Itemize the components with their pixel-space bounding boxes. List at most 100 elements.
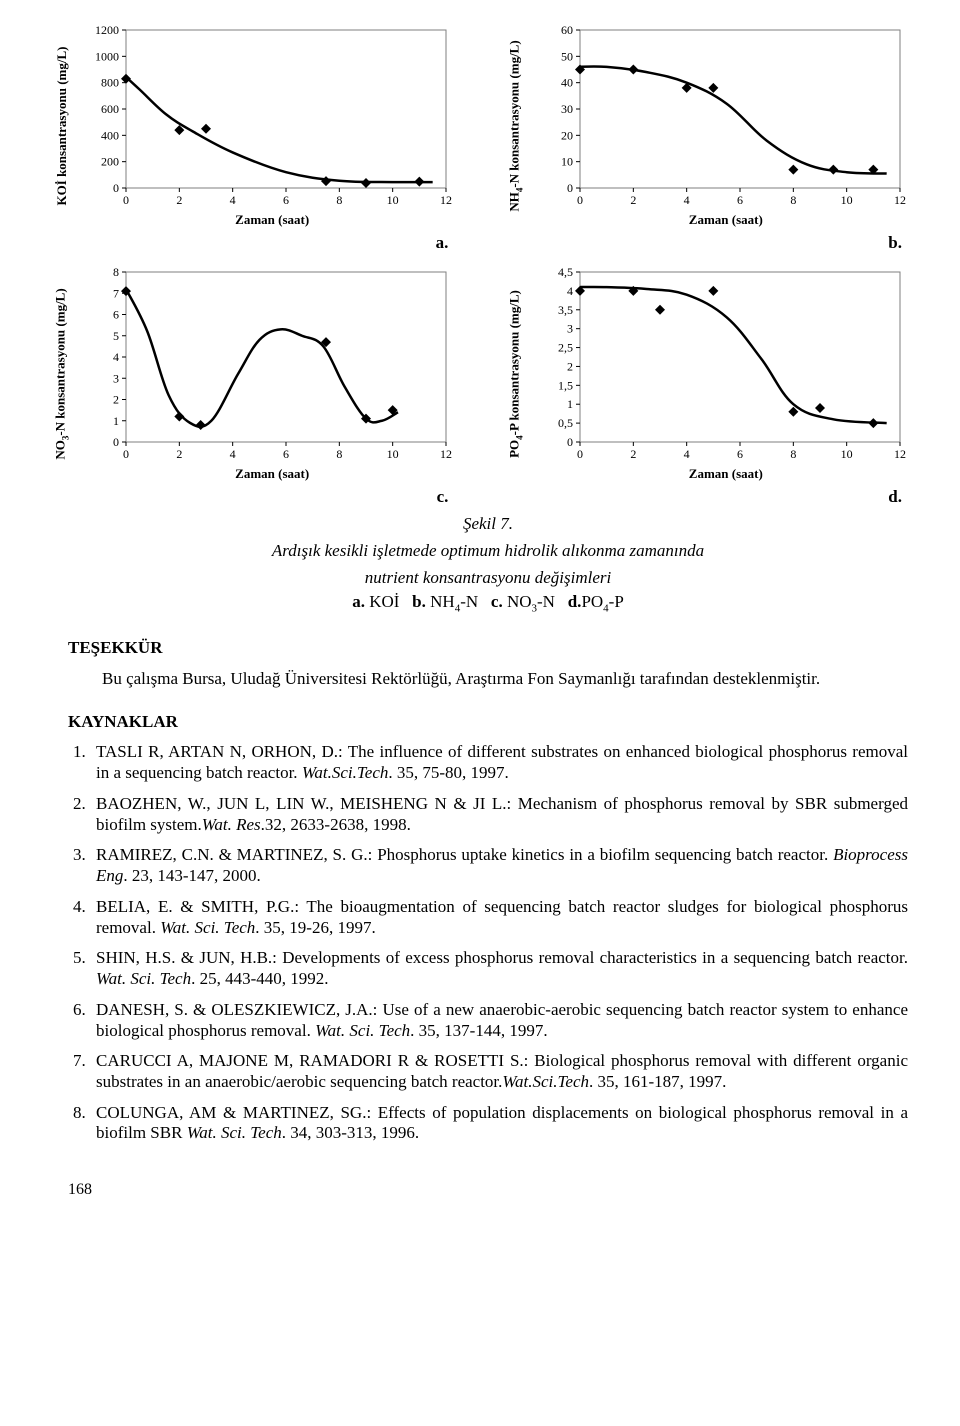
- charts-row-bottom: NO3-N konsantrasyonu (mg/L) 012345678024…: [68, 266, 908, 481]
- svg-text:6: 6: [283, 193, 289, 207]
- svg-text:5: 5: [113, 329, 119, 343]
- svg-text:3,5: 3,5: [558, 303, 573, 317]
- chart-c-sublabel: c.: [68, 487, 454, 508]
- chart-d-ylabel: PO4-P konsantrasyonu (mg/L): [506, 290, 525, 458]
- svg-text:12: 12: [440, 447, 452, 461]
- svg-text:0: 0: [567, 181, 573, 195]
- chart-c: NO3-N konsantrasyonu (mg/L) 012345678024…: [68, 266, 454, 481]
- svg-text:4: 4: [230, 193, 236, 207]
- svg-text:2: 2: [113, 393, 119, 407]
- charts-row-top: KOİ konsantrasyonu (mg/L) 02004006008001…: [68, 24, 908, 227]
- svg-text:1200: 1200: [95, 24, 119, 37]
- svg-text:8: 8: [113, 266, 119, 279]
- chart-a-col: KOİ konsantrasyonu (mg/L) 02004006008001…: [68, 24, 454, 227]
- svg-text:7: 7: [113, 286, 119, 300]
- svg-text:1,5: 1,5: [558, 378, 573, 392]
- svg-text:400: 400: [101, 128, 119, 142]
- svg-text:1: 1: [567, 397, 573, 411]
- svg-text:10: 10: [561, 155, 573, 169]
- svg-text:3: 3: [113, 371, 119, 385]
- svg-text:2,5: 2,5: [558, 341, 573, 355]
- refs-heading: KAYNAKLAR: [68, 712, 908, 733]
- reference-item: SHIN, H.S. & JUN, H.B.: Developments of …: [90, 948, 908, 989]
- chart-b-xlabel: Zaman (saat): [544, 212, 908, 228]
- svg-text:200: 200: [101, 155, 119, 169]
- chart-b-ylabel: NH4-N konsantrasyonu (mg/L): [506, 40, 525, 211]
- svg-text:50: 50: [561, 49, 573, 63]
- figure-caption-2: nutrient konsantrasyonu değişimleri: [68, 568, 908, 589]
- svg-text:8: 8: [336, 447, 342, 461]
- ack-heading: TEŞEKKÜR: [68, 638, 908, 659]
- svg-text:6: 6: [737, 193, 743, 207]
- svg-text:2: 2: [567, 360, 573, 374]
- chart-b-col: NH4-N konsantrasyonu (mg/L) 010203040506…: [522, 24, 908, 227]
- svg-text:8: 8: [790, 193, 796, 207]
- svg-text:40: 40: [561, 76, 573, 90]
- sublabel-row-top: a. b.: [68, 233, 908, 254]
- svg-text:4,5: 4,5: [558, 266, 573, 279]
- svg-text:0: 0: [123, 193, 129, 207]
- svg-text:8: 8: [790, 447, 796, 461]
- svg-text:4: 4: [230, 447, 236, 461]
- svg-text:1000: 1000: [95, 49, 119, 63]
- ack-body: Bu çalışma Bursa, Uludağ Üniversitesi Re…: [68, 669, 908, 690]
- svg-text:6: 6: [283, 447, 289, 461]
- svg-text:4: 4: [113, 350, 119, 364]
- svg-text:0: 0: [577, 447, 583, 461]
- reference-item: COLUNGA, AM & MARTINEZ, SG.: Effects of …: [90, 1103, 908, 1144]
- svg-text:0: 0: [567, 435, 573, 449]
- svg-text:10: 10: [840, 193, 852, 207]
- svg-text:10: 10: [387, 447, 399, 461]
- chart-d-sublabel: d.: [522, 487, 908, 508]
- chart-a: KOİ konsantrasyonu (mg/L) 02004006008001…: [68, 24, 454, 227]
- svg-text:20: 20: [561, 128, 573, 142]
- svg-text:4: 4: [683, 193, 689, 207]
- figure-legend: a. KOİ b. NH4-N c. NO3-N d.PO4-P: [68, 592, 908, 616]
- svg-text:4: 4: [567, 284, 573, 298]
- figure-caption-1: Ardışık kesikli işletmede optimum hidrol…: [68, 541, 908, 562]
- svg-text:30: 30: [561, 102, 573, 116]
- chart-a-xlabel: Zaman (saat): [90, 212, 454, 228]
- svg-text:12: 12: [894, 447, 906, 461]
- chart-a-sublabel: a.: [68, 233, 454, 254]
- chart-c-ylabel: NO3-N konsantrasyonu (mg/L): [53, 288, 72, 459]
- chart-c-col: NO3-N konsantrasyonu (mg/L) 012345678024…: [68, 266, 454, 481]
- svg-text:0: 0: [577, 193, 583, 207]
- chart-d: PO4-P konsantrasyonu (mg/L) 00,511,522,5…: [522, 266, 908, 481]
- sublabel-row-bottom: c. d.: [68, 487, 908, 508]
- page-number: 168: [68, 1180, 908, 1200]
- reference-item: DANESH, S. & OLESZKIEWICZ, J.A.: Use of …: [90, 1000, 908, 1041]
- chart-b: NH4-N konsantrasyonu (mg/L) 010203040506…: [522, 24, 908, 227]
- svg-text:6: 6: [737, 447, 743, 461]
- svg-text:2: 2: [630, 447, 636, 461]
- svg-text:60: 60: [561, 24, 573, 37]
- svg-text:0: 0: [113, 181, 119, 195]
- svg-text:2: 2: [176, 193, 182, 207]
- svg-text:6: 6: [113, 308, 119, 322]
- svg-text:8: 8: [336, 193, 342, 207]
- svg-text:800: 800: [101, 76, 119, 90]
- svg-text:2: 2: [630, 193, 636, 207]
- chart-d-col: PO4-P konsantrasyonu (mg/L) 00,511,522,5…: [522, 266, 908, 481]
- figure-title: Şekil 7.: [68, 514, 908, 535]
- svg-text:600: 600: [101, 102, 119, 116]
- svg-text:3: 3: [567, 322, 573, 336]
- chart-b-sublabel: b.: [522, 233, 908, 254]
- reference-item: CARUCCI A, MAJONE M, RAMADORI R & ROSETT…: [90, 1051, 908, 1092]
- references-list: TASLI R, ARTAN N, ORHON, D.: The influen…: [68, 742, 908, 1144]
- svg-text:0: 0: [123, 447, 129, 461]
- svg-text:1: 1: [113, 414, 119, 428]
- reference-item: BAOZHEN, W., JUN L, LIN W., MEISHENG N &…: [90, 794, 908, 835]
- svg-text:12: 12: [894, 193, 906, 207]
- svg-text:10: 10: [840, 447, 852, 461]
- chart-d-xlabel: Zaman (saat): [544, 466, 908, 482]
- svg-text:12: 12: [440, 193, 452, 207]
- svg-text:2: 2: [176, 447, 182, 461]
- svg-text:10: 10: [387, 193, 399, 207]
- chart-a-ylabel: KOİ konsantrasyonu (mg/L): [54, 46, 70, 205]
- reference-item: TASLI R, ARTAN N, ORHON, D.: The influen…: [90, 742, 908, 783]
- reference-item: RAMIREZ, C.N. & MARTINEZ, S. G.: Phospho…: [90, 845, 908, 886]
- svg-text:0,5: 0,5: [558, 416, 573, 430]
- chart-c-xlabel: Zaman (saat): [90, 466, 454, 482]
- svg-text:0: 0: [113, 435, 119, 449]
